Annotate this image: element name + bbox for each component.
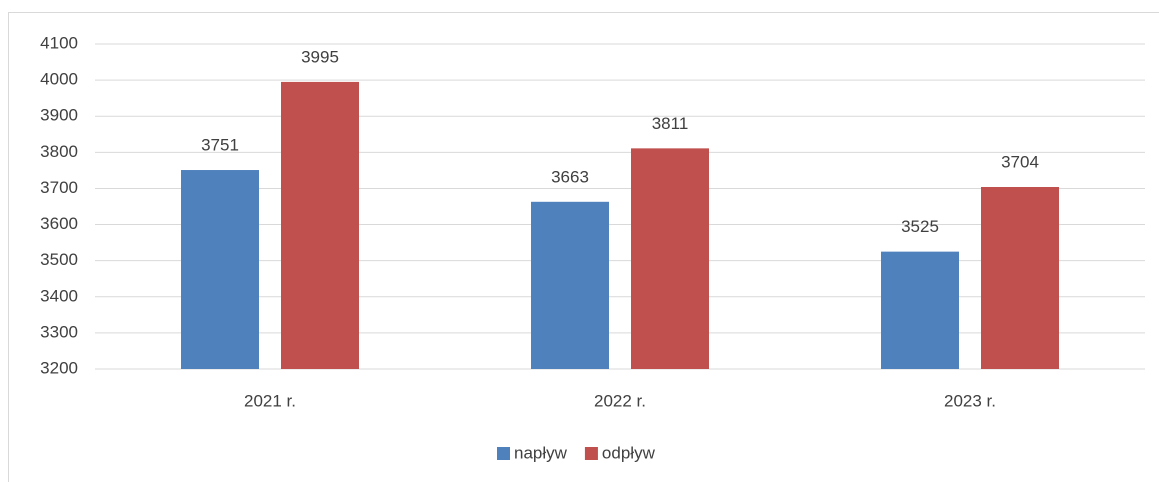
legend-label: odpływ: [602, 443, 656, 462]
bar: [631, 148, 709, 369]
data-label: 3663: [551, 167, 589, 186]
legend-swatch: [584, 447, 598, 460]
x-tick-label: 2021 r.: [244, 391, 296, 410]
data-label: 3811: [652, 114, 689, 133]
y-tick-label: 3500: [40, 250, 78, 269]
y-tick-label: 3300: [40, 322, 78, 341]
bar: [181, 170, 259, 369]
legend-label: napływ: [514, 443, 568, 462]
x-tick-label: 2023 r.: [944, 391, 996, 410]
data-label: 3704: [1001, 152, 1039, 171]
y-tick-label: 4000: [40, 70, 78, 89]
y-tick-label: 3600: [40, 214, 78, 233]
y-tick-label: 3800: [40, 142, 78, 161]
bar: [981, 187, 1059, 369]
legend-swatch: [497, 447, 510, 460]
data-label: 3751: [201, 136, 239, 155]
data-label: 3525: [901, 217, 939, 236]
bar: [531, 201, 609, 369]
x-tick-label: 2022 r.: [594, 391, 646, 410]
bar: [281, 81, 359, 370]
y-tick-label: 3200: [40, 358, 78, 377]
y-tick-label: 3700: [40, 178, 78, 197]
y-tick-label: 3900: [40, 106, 78, 125]
bar: [881, 251, 959, 369]
y-tick-label: 3400: [40, 286, 78, 305]
y-tick-label: 4100: [40, 33, 78, 52]
data-label: 3995: [301, 47, 339, 66]
